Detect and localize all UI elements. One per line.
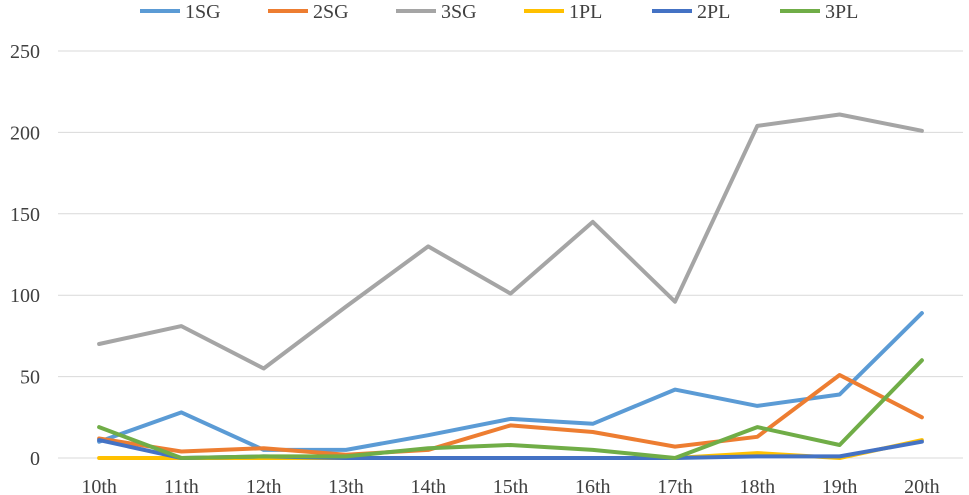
legend-label: 1PL: [569, 1, 602, 23]
legend-item-2sg: 2SG: [268, 1, 349, 23]
x-tick-label: 17th: [657, 476, 693, 495]
x-tick-label: 12th: [246, 476, 282, 495]
series-line-1sg: [97, 311, 924, 452]
legend-item-2pl: 2PL: [652, 1, 730, 23]
x-tick-label: 14th: [410, 476, 446, 495]
y-tick-label: 50: [20, 367, 40, 389]
y-tick-label: 150: [10, 204, 40, 226]
y-tick-label: 100: [10, 285, 40, 307]
x-tick-label: 11th: [164, 476, 199, 495]
legend-item-3pl: 3PL: [780, 1, 858, 23]
x-tick-label: 19th: [822, 476, 858, 495]
legend: 1SG 2SG 3SG 1PL 2PL 3PL: [140, 1, 858, 23]
series-line-3pl: [97, 358, 924, 460]
y-tick-label: 0: [30, 448, 40, 470]
x-tick-label: 13th: [328, 476, 364, 495]
legend-item-3sg: 3SG: [396, 1, 477, 23]
y-tick-label: 250: [10, 41, 40, 63]
series-group: [97, 112, 924, 460]
y-axis: 0 50 100 150 200 250: [10, 41, 40, 470]
legend-label: 2SG: [313, 1, 349, 23]
x-axis: 10th 11th 12th 13th 14th 15th 16th 17th 18th 19th…: [81, 476, 939, 495]
x-tick-label: 20th: [904, 476, 940, 495]
legend-label: 2PL: [697, 1, 730, 23]
legend-label: 3PL: [825, 1, 858, 23]
x-tick-label: 16th: [575, 476, 611, 495]
legend-item-1pl: 1PL: [524, 1, 602, 23]
series-line-2sg: [97, 373, 924, 457]
legend-label: 1SG: [185, 1, 221, 23]
x-tick-label: 10th: [81, 476, 117, 495]
x-tick-label: 15th: [493, 476, 529, 495]
y-tick-label: 200: [10, 122, 40, 144]
legend-label: 3SG: [441, 1, 477, 23]
series-line-3sg: [97, 112, 924, 371]
legend-item-1sg: 1SG: [140, 1, 221, 23]
x-tick-label: 18th: [740, 476, 776, 495]
